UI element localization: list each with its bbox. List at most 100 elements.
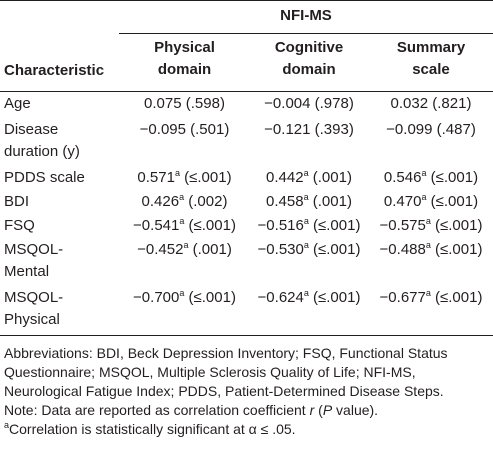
col-cognitive-line2: domain	[282, 61, 336, 78]
group-header: NFI-MS	[280, 7, 332, 24]
value-r: −0.488	[379, 241, 426, 258]
sig-marker: a	[421, 168, 427, 178]
row-label-cont: Mental	[4, 263, 50, 280]
cell-summary: −0.099 (.487)	[370, 120, 492, 140]
value-r: 0.442	[266, 169, 304, 186]
sig-marker: a	[179, 288, 185, 298]
sig-marker: a	[303, 216, 309, 226]
table-top-rule	[0, 0, 493, 1]
sig-marker: a	[174, 168, 180, 178]
col-summary-line1: Summary	[396, 39, 466, 56]
value-r: −0.624	[257, 289, 304, 306]
cell-cognitive: −0.516a (≤.001)	[250, 216, 368, 236]
col-physical-line2: domain	[157, 61, 212, 78]
value-r: 0.546	[383, 169, 422, 186]
cell-physical: 0.426a (.002)	[122, 192, 247, 212]
value-p: (.001)	[188, 241, 232, 258]
value-p: (≤.001)	[184, 289, 236, 306]
value-r: −0.004	[264, 95, 311, 112]
value-p: (.001)	[308, 169, 352, 186]
cell-summary: 0.470a (≤.001)	[370, 192, 492, 212]
value-p: (.002)	[184, 193, 228, 210]
cell-physical: −0.452a (.001)	[122, 240, 247, 260]
value-r: −0.541	[133, 217, 180, 234]
value-r: −0.452	[137, 241, 184, 258]
value-p: (≤.001)	[308, 241, 361, 258]
value-p: (≤.001)	[308, 289, 361, 306]
value-p: (.393)	[310, 121, 354, 138]
cell-summary: −0.488a (≤.001)	[370, 240, 492, 260]
value-p: (.598)	[181, 95, 225, 112]
sig-marker: a	[4, 420, 10, 430]
sig-marker: a	[303, 240, 309, 250]
value-p: (.487)	[432, 121, 476, 138]
value-p: (≤.001)	[426, 193, 479, 210]
value-r: −0.575	[379, 217, 426, 234]
value-r: −0.530	[257, 241, 304, 258]
data-note: Note: Data are reported as correlation c…	[4, 401, 490, 420]
sig-marker: a	[179, 216, 185, 226]
sig-marker: a	[179, 192, 185, 202]
value-r: 0.571	[137, 169, 175, 186]
value-r: 0.470	[383, 193, 422, 210]
cell-physical: 0.075 (.598)	[122, 94, 247, 114]
value-p: (≤.001)	[179, 169, 232, 186]
row-label: Disease	[4, 121, 59, 138]
row-label: BDI	[4, 193, 30, 210]
value-p: (≤.001)	[426, 169, 479, 186]
value-p: (≤.001)	[430, 217, 483, 234]
row-label-cont: duration (y)	[4, 143, 80, 160]
cell-cognitive: −0.624a (≤.001)	[250, 288, 368, 308]
note-text: Note: Data are reported as correlation c…	[4, 402, 310, 418]
value-p: (≤.001)	[308, 217, 361, 234]
cell-physical: −0.541a (≤.001)	[122, 216, 247, 236]
value-r: 0.075	[144, 95, 182, 112]
cell-physical: −0.700a (≤.001)	[122, 288, 247, 308]
cell-physical: −0.095 (.501)	[122, 120, 247, 140]
value-r: 0.032	[390, 95, 429, 112]
table-bottom-rule	[0, 335, 493, 336]
cell-summary: −0.575a (≤.001)	[370, 216, 492, 236]
abbreviations-note: Abbreviations: BDI, Beck Depression Inve…	[4, 345, 448, 399]
value-r: 0.426	[141, 193, 180, 210]
col-characteristic: Characteristic	[4, 62, 105, 79]
cell-cognitive: −0.004 (.978)	[250, 94, 368, 114]
cell-cognitive: 0.458a (.001)	[250, 192, 368, 212]
row-label-cont: Physical	[4, 311, 60, 328]
sig-marker: a	[425, 240, 431, 250]
note-p-symbol: P	[322, 402, 333, 418]
cell-cognitive: −0.530a (≤.001)	[250, 240, 368, 260]
value-p: (.821)	[428, 95, 472, 112]
row-label: Age	[4, 95, 31, 112]
value-r: −0.700	[133, 289, 180, 306]
cell-summary: −0.677a (≤.001)	[370, 288, 492, 308]
cell-cognitive: 0.442a (.001)	[250, 168, 368, 188]
col-summary-line2: scale	[412, 61, 450, 78]
cell-summary: 0.032 (.821)	[370, 94, 492, 114]
value-p: (≤.001)	[430, 289, 483, 306]
cell-cognitive: −0.121 (.393)	[250, 120, 368, 140]
significance-text: Correlation is statistically significant…	[9, 421, 296, 437]
table-footnotes: Abbreviations: BDI, Beck Depression Inve…	[4, 344, 490, 439]
value-p: (.978)	[310, 95, 354, 112]
value-r: −0.516	[257, 217, 304, 234]
group-header-rule	[119, 33, 493, 34]
value-p: (≤.001)	[184, 217, 236, 234]
col-cognitive-line1: Cognitive	[274, 39, 344, 56]
note-text: (	[314, 402, 323, 418]
sig-marker: a	[183, 240, 189, 250]
value-r: −0.095	[139, 121, 186, 138]
significance-note: aCorrelation is statistically significan…	[4, 420, 490, 439]
value-r: −0.099	[386, 121, 433, 138]
sig-marker: a	[303, 192, 309, 202]
sig-marker: a	[421, 192, 427, 202]
note-text: value).	[332, 402, 379, 418]
row-label: MSQOL-	[4, 289, 64, 306]
row-label: MSQOL-	[4, 241, 64, 258]
note-r-symbol: r	[309, 402, 315, 418]
sig-marker: a	[425, 216, 431, 226]
value-r: 0.458	[266, 193, 304, 210]
value-p: (.501)	[185, 121, 230, 138]
value-p: (≤.001)	[430, 241, 483, 258]
